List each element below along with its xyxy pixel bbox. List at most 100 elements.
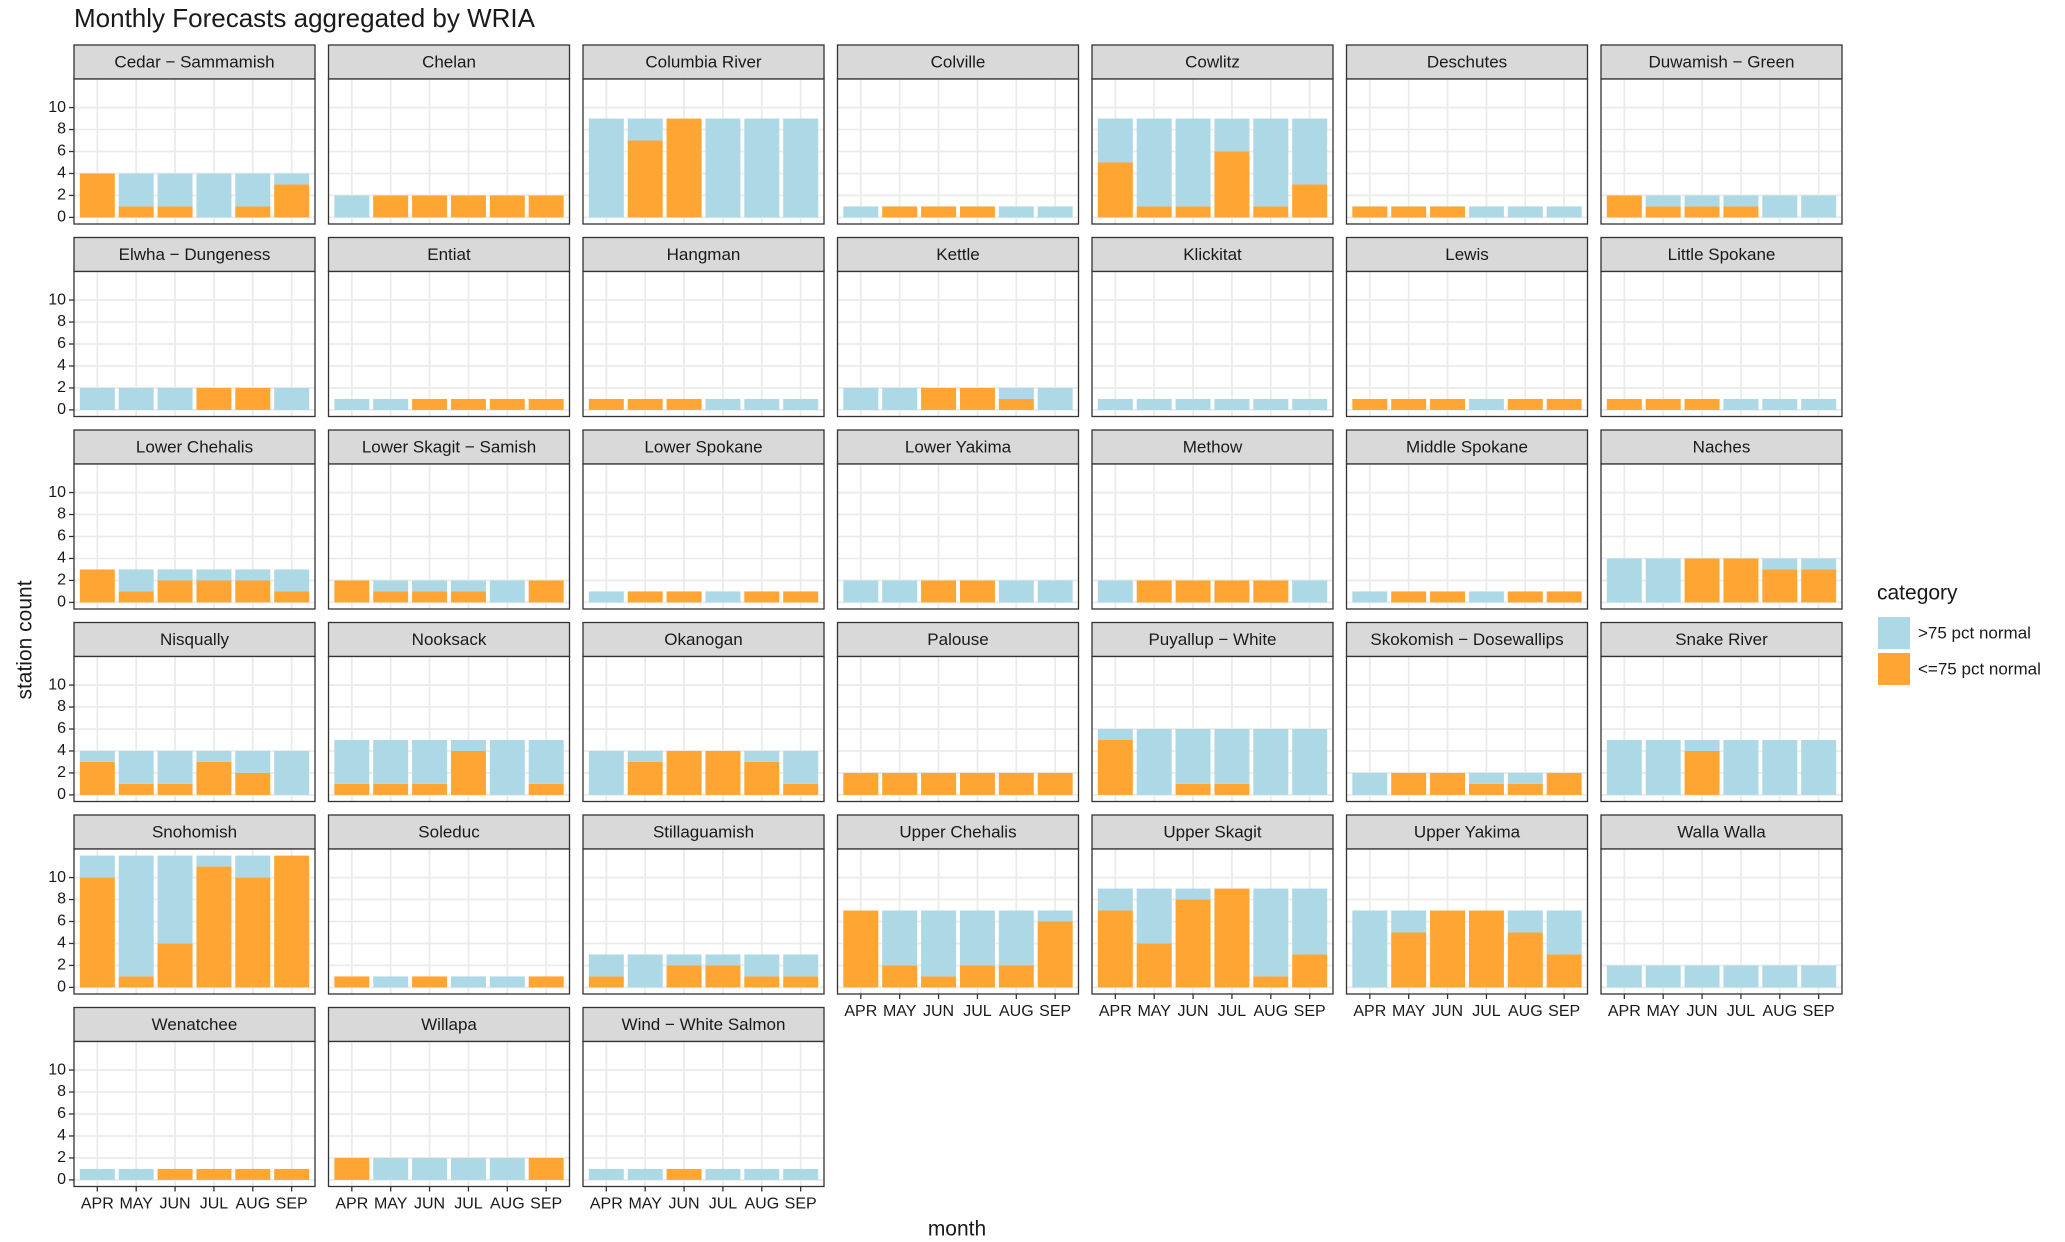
x-tick-label: JUN: [669, 1196, 700, 1213]
y-tick-label: 0: [57, 594, 66, 611]
bar-segment: [1468, 910, 1504, 988]
bar-segment: [196, 580, 232, 603]
bar-segment: [489, 1157, 525, 1180]
y-tick-label: 8: [57, 1083, 66, 1100]
bar-segment: [450, 580, 486, 592]
bar-segment: [1175, 118, 1211, 207]
bar-segment: [196, 761, 232, 795]
bar-segment: [1175, 888, 1211, 900]
bar-segment: [705, 591, 741, 603]
bar-segment: [998, 580, 1034, 603]
legend-label: >75 pct normal: [1918, 623, 2031, 642]
bar-segment: [783, 591, 819, 603]
facet-title: Lower Skagit − Samish: [362, 437, 536, 456]
bar-segment: [1037, 772, 1073, 795]
bar-segment: [235, 1168, 271, 1180]
bar-segment: [412, 739, 448, 784]
bar-segment: [959, 910, 995, 966]
bar-segment: [1801, 195, 1837, 218]
facet-title: Duwamish − Green: [1649, 52, 1795, 71]
bar-segment: [1762, 195, 1798, 218]
facet-strip: [1091, 429, 1334, 465]
facet-strip: [582, 44, 825, 80]
facet-strip: [582, 236, 825, 273]
bar-segment: [1175, 899, 1211, 988]
bar-segment: [666, 954, 702, 966]
facet-title: Lower Yakima: [905, 437, 1012, 456]
facet-title: Snake River: [1675, 630, 1768, 649]
bar-segment: [1175, 783, 1211, 795]
bar-segment: [1292, 184, 1328, 218]
bar-segment: [1762, 739, 1798, 795]
y-tick-label: 2: [57, 1149, 66, 1166]
bar-segment: [1253, 976, 1289, 988]
bar-segment: [843, 580, 879, 603]
facet-title: Cedar − Sammamish: [114, 52, 274, 71]
bar-segment: [1136, 729, 1172, 795]
x-tick-label: MAY: [628, 1196, 662, 1213]
bar-segment: [1507, 783, 1543, 795]
bar-segment: [334, 580, 370, 603]
x-tick-label: SEP: [1548, 1003, 1580, 1020]
bar-segment: [79, 173, 115, 218]
bar-segment: [1352, 591, 1388, 603]
bar-segment: [334, 739, 370, 784]
bar-segment: [705, 118, 741, 218]
bar-segment: [1136, 580, 1172, 603]
bar-segment: [118, 591, 154, 603]
bar-segment: [1762, 569, 1798, 603]
bar-segment: [235, 580, 271, 603]
bar-segment: [1507, 591, 1543, 603]
y-tick-label: 10: [48, 1061, 66, 1078]
y-tick-label: 2: [57, 764, 66, 781]
bar-segment: [1391, 591, 1427, 603]
y-tick-label: 4: [57, 1127, 66, 1144]
bar-segment: [588, 976, 624, 988]
bar-segment: [1352, 398, 1388, 410]
panel-border: [1600, 848, 1843, 995]
bar-segment: [157, 387, 193, 410]
facet-title: Hangman: [667, 245, 741, 264]
facet-title: Elwha − Dungeness: [119, 245, 271, 264]
bar-segment: [666, 965, 702, 988]
y-tick-label: 4: [57, 935, 66, 952]
bar-segment: [1606, 558, 1642, 603]
x-tick-label: SEP: [785, 1196, 817, 1213]
y-tick-label: 6: [57, 720, 66, 737]
bar-segment: [959, 965, 995, 988]
facet-title: Methow: [1183, 437, 1243, 456]
x-tick-label: APR: [335, 1196, 368, 1213]
x-tick-label: JUN: [160, 1196, 191, 1213]
x-tick-label: APR: [1608, 1003, 1641, 1020]
bar-segment: [1507, 932, 1543, 988]
bar-segment: [1136, 888, 1172, 944]
bar-segment: [450, 195, 486, 218]
panel-border: [1600, 463, 1843, 610]
bar-segment: [783, 118, 819, 218]
bar-segment: [412, 580, 448, 592]
x-tick-label: SEP: [1039, 1003, 1071, 1020]
bar-segment: [1507, 910, 1543, 933]
y-tick-label: 8: [57, 313, 66, 330]
bar-segment: [118, 976, 154, 988]
panel-border: [582, 1040, 825, 1188]
bar-segment: [118, 206, 154, 218]
bar-segment: [412, 398, 448, 410]
bar-segment: [528, 976, 564, 988]
bar-segment: [882, 387, 918, 410]
bar-segment: [1352, 910, 1388, 988]
y-tick-label: 4: [57, 357, 66, 374]
bar-segment: [783, 398, 819, 410]
y-tick-label: 2: [57, 187, 66, 204]
facet-strip: [73, 236, 316, 273]
bar-segment: [274, 1168, 310, 1180]
bar-segment: [1546, 910, 1582, 955]
x-tick-label: MAY: [883, 1003, 917, 1020]
x-tick-label: SEP: [1803, 1003, 1835, 1020]
bar-segment: [1546, 591, 1582, 603]
facet-title: Chelan: [422, 52, 476, 71]
bar-segment: [1214, 888, 1250, 988]
x-tick-label: JUL: [1727, 1003, 1756, 1020]
facet-title: Stillaguamish: [653, 822, 754, 841]
bar-segment: [1606, 739, 1642, 795]
